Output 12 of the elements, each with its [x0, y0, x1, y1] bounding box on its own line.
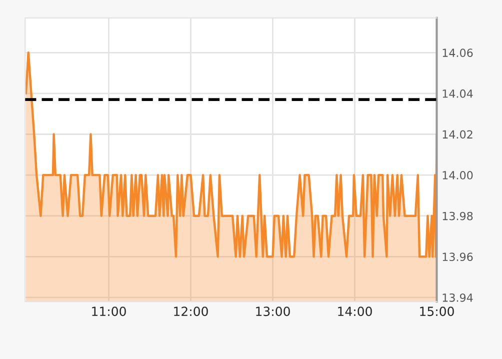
y-tick-label: 14.04 — [442, 89, 473, 98]
y-tick-label: 14.00 — [442, 171, 473, 180]
x-tick-label: 12:00 — [174, 306, 208, 316]
x-tick-label: 13:00 — [256, 306, 290, 316]
y-tick-label: 14.02 — [442, 130, 472, 139]
y-tick-label: 13.98 — [442, 212, 473, 220]
y-tick-label: 13.94 — [442, 293, 473, 302]
y-tick-label: 13.96 — [442, 252, 473, 262]
y-tick-label: 14.06 — [442, 48, 473, 58]
x-tick-label: 11:00 — [92, 306, 126, 316]
x-tick-label: 14:00 — [338, 306, 372, 316]
x-tick-label: 15:00 — [420, 306, 454, 316]
